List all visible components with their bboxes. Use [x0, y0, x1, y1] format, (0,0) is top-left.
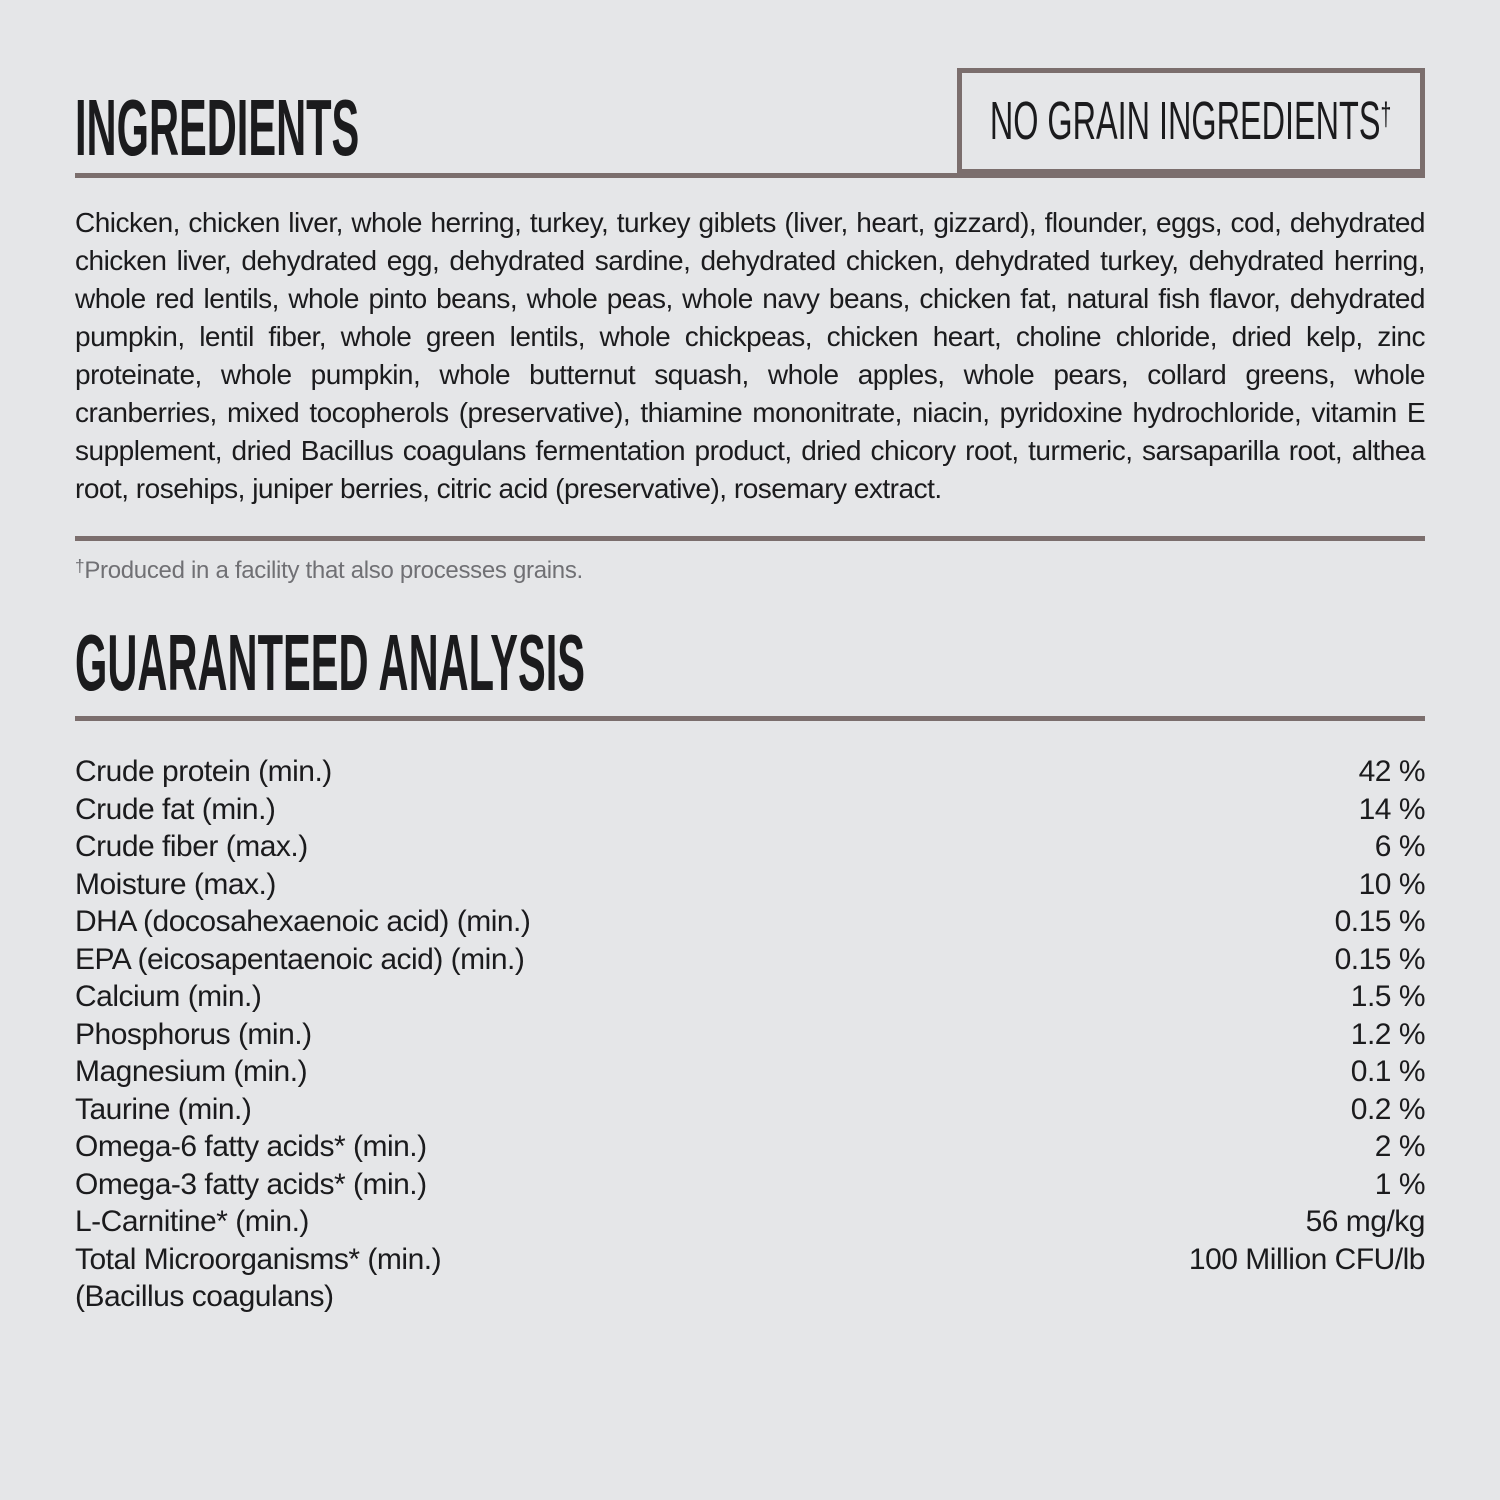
- analysis-value: 100 Million CFU/lb: [1188, 1242, 1426, 1276]
- section-divider: [75, 536, 1425, 541]
- analysis-value: 0.15 %: [1334, 905, 1426, 938]
- analysis-label: Magnesium (min.): [75, 1055, 308, 1088]
- analysis-label: (Bacillus coagulans): [75, 1280, 334, 1313]
- ingredients-title-text: INGREDIENTS: [75, 83, 360, 172]
- analysis-label: Calcium (min.): [75, 980, 262, 1013]
- footnote-text: Produced in a facility that also process…: [84, 557, 583, 584]
- analysis-value: 10 %: [1358, 867, 1426, 901]
- no-grain-badge: NO GRAIN INGREDIENTS†: [957, 68, 1425, 174]
- guaranteed-analysis-title-text: GUARANTEED ANALYSIS: [75, 618, 586, 707]
- analysis-row: Calcium (min.) 1.5 %: [75, 978, 1426, 1016]
- analysis-value: 14 %: [1358, 792, 1426, 826]
- analysis-row: Omega-6 fatty acids* (min.) 2 %: [75, 1128, 1426, 1166]
- analysis-row: EPA (eicosapentaenoic acid) (min.) 0.15 …: [75, 941, 1426, 979]
- analysis-value: 42 %: [1358, 755, 1426, 788]
- analysis-row: Moisture (max.) 10 %: [75, 866, 1426, 904]
- analysis-value: 1 %: [1374, 1167, 1426, 1201]
- analysis-value: 2 %: [1374, 1130, 1426, 1163]
- dagger-superscript: †: [1380, 96, 1392, 132]
- analysis-row: DHA (docosahexaenoic acid) (min.) 0.15 %: [75, 903, 1426, 941]
- analysis-label: Crude fat (min.): [75, 792, 276, 826]
- analysis-row: Omega-3 fatty acids* (min.) 1 %: [75, 1166, 1426, 1204]
- analysis-row: L-Carnitine* (min.) 56 mg/kg: [75, 1203, 1426, 1241]
- no-grain-badge-label: NO GRAIN INGREDIENTS: [990, 91, 1381, 151]
- analysis-value: 56 mg/kg: [1305, 1205, 1426, 1238]
- analysis-table: Crude protein (min.) 42 % Crude fat (min…: [75, 753, 1426, 1316]
- analysis-row: Crude fiber (max.) 6 %: [75, 828, 1426, 866]
- analysis-value: 0.15 %: [1334, 942, 1426, 976]
- footnote-dagger: †: [75, 556, 85, 576]
- analysis-row: Taurine (min.) 0.2 %: [75, 1091, 1426, 1129]
- grain-footnote: †Produced in a facility that also proces…: [75, 551, 1425, 586]
- no-grain-badge-text: NO GRAIN INGREDIENTS†: [990, 94, 1391, 148]
- analysis-label: Total Microorganisms* (min.): [75, 1242, 442, 1276]
- ingredients-title: INGREDIENTS: [75, 83, 622, 172]
- analysis-row: Crude protein (min.) 42 %: [75, 753, 1426, 791]
- analysis-row: Phosphorus (min.) 1.2 %: [75, 1016, 1426, 1054]
- analysis-label: Taurine (min.): [75, 1092, 252, 1126]
- analysis-value: 1.5 %: [1350, 980, 1426, 1013]
- analysis-label: Moisture (max.): [75, 867, 276, 901]
- analysis-label: Omega-6 fatty acids* (min.): [75, 1130, 427, 1163]
- analysis-label: DHA (docosahexaenoic acid) (min.): [75, 905, 531, 938]
- analysis-row: Total Microorganisms* (min.) 100 Million…: [75, 1241, 1426, 1279]
- analysis-value: 0.2 %: [1350, 1092, 1426, 1126]
- analysis-row: Crude fat (min.) 14 %: [75, 791, 1426, 829]
- analysis-row: (Bacillus coagulans): [75, 1278, 1425, 1316]
- analysis-label: EPA (eicosapentaenoic acid) (min.): [75, 942, 525, 976]
- guaranteed-analysis-header: GUARANTEED ANALYSIS: [75, 618, 1425, 721]
- analysis-label: Phosphorus (min.): [75, 1017, 312, 1051]
- analysis-value: 1.2 %: [1350, 1017, 1426, 1051]
- analysis-label: Omega-3 fatty acids* (min.): [75, 1167, 427, 1201]
- ingredients-header: INGREDIENTS NO GRAIN INGREDIENTS†: [75, 0, 1425, 178]
- analysis-value: 0.1 %: [1350, 1055, 1426, 1088]
- ingredients-text: Chicken, chicken liver, whole herring, t…: [75, 207, 1426, 504]
- analysis-label: L-Carnitine* (min.): [75, 1205, 309, 1238]
- analysis-row: Magnesium (min.) 0.1 %: [75, 1053, 1426, 1091]
- analysis-label: Crude fiber (max.): [75, 830, 308, 863]
- analysis-label: Crude protein (min.): [75, 755, 332, 788]
- guaranteed-analysis-title: GUARANTEED ANALYSIS: [75, 618, 1425, 707]
- analysis-value: 6 %: [1374, 830, 1426, 863]
